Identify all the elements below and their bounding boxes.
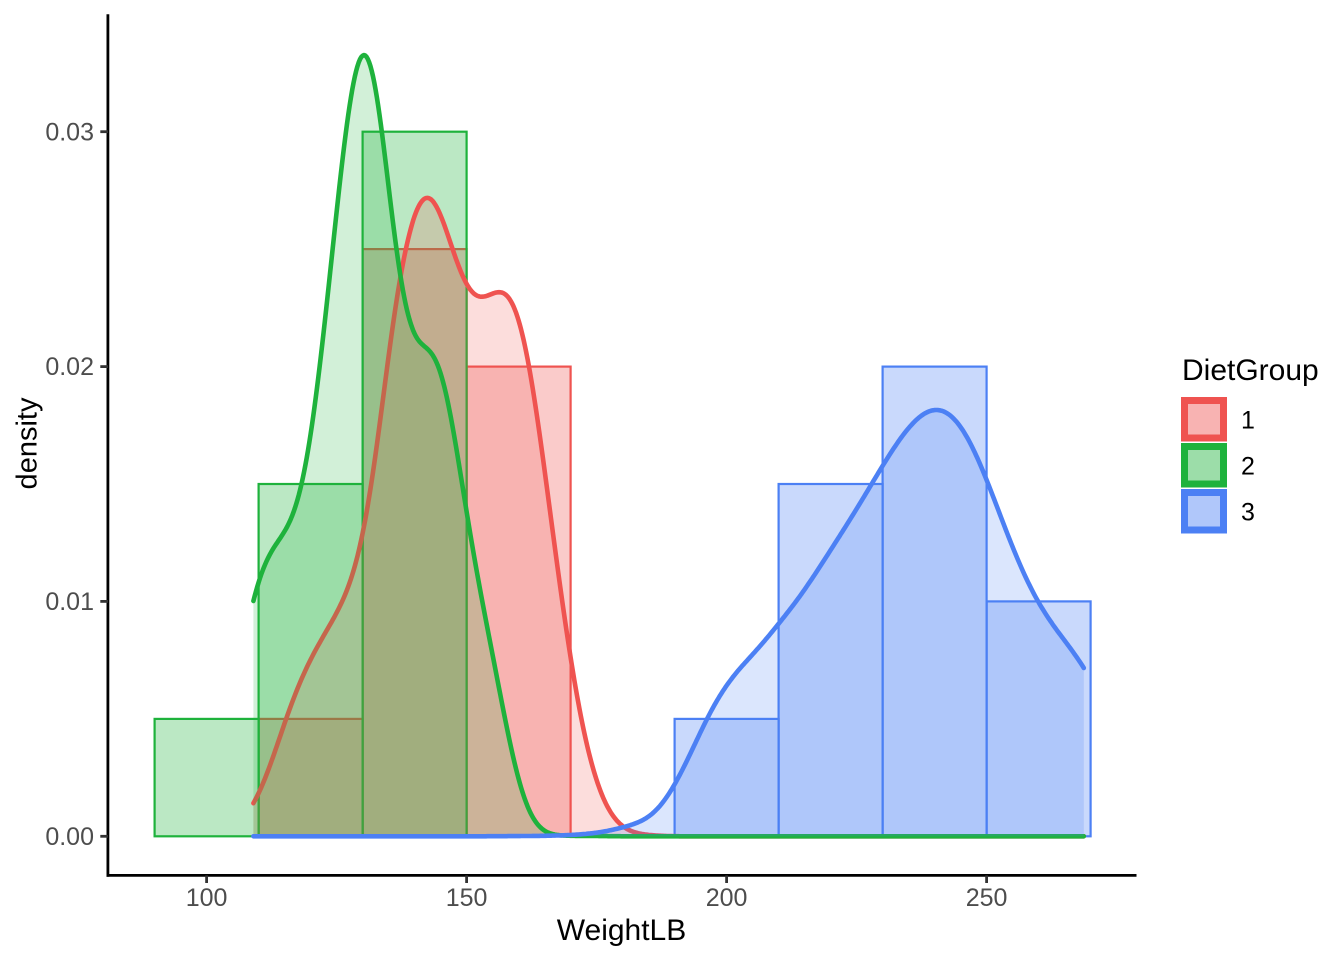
svg-text:1: 1 — [1241, 407, 1255, 435]
svg-text:0.01: 0.01 — [45, 588, 94, 616]
svg-text:100: 100 — [186, 884, 228, 912]
svg-text:250: 250 — [966, 884, 1008, 912]
svg-text:density: density — [12, 397, 44, 489]
svg-text:DietGroup: DietGroup — [1182, 354, 1319, 387]
svg-text:3: 3 — [1241, 499, 1255, 527]
svg-text:200: 200 — [706, 884, 748, 912]
svg-text:0.03: 0.03 — [45, 118, 94, 146]
svg-text:WeightLB: WeightLB — [557, 914, 687, 947]
svg-text:0.00: 0.00 — [45, 823, 94, 851]
svg-text:2: 2 — [1241, 453, 1255, 481]
svg-text:0.02: 0.02 — [45, 353, 94, 381]
svg-text:150: 150 — [446, 884, 488, 912]
